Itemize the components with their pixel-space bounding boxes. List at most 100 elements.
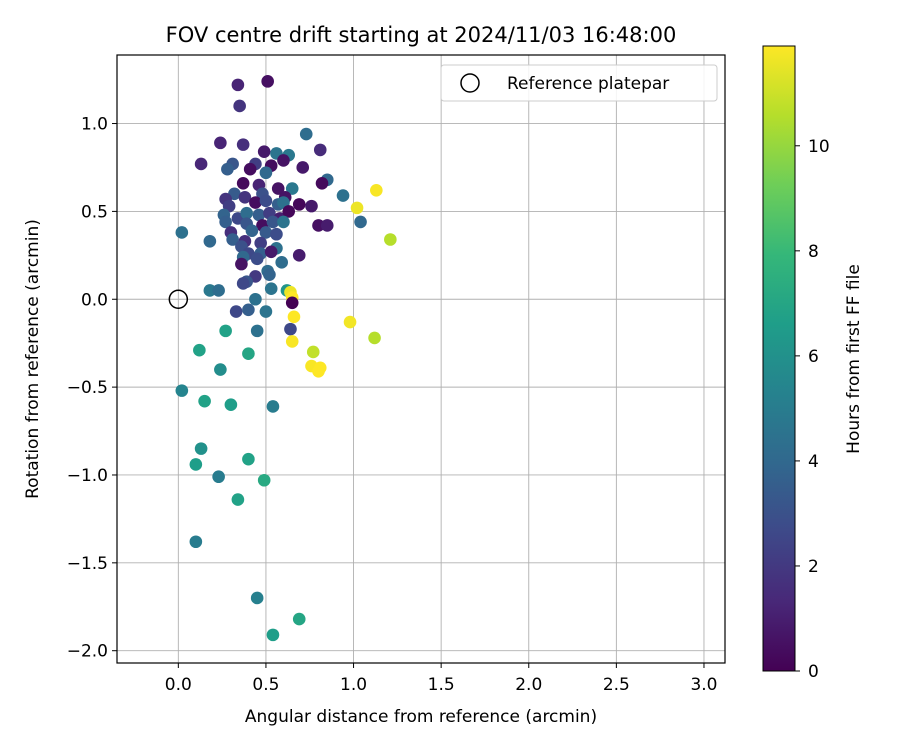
data-point-84 — [212, 284, 225, 297]
data-point-117 — [292, 612, 306, 626]
gridlines — [117, 55, 725, 663]
data-point-105 — [175, 384, 189, 397]
x-axis-ticks: 0.0 0.5 1.0 1.5 2.0 2.5 3.0 — [165, 663, 717, 695]
data-point-34 — [259, 194, 273, 208]
data-point-59 — [270, 227, 283, 241]
data-point-97 — [242, 347, 255, 361]
data-point-115 — [189, 535, 203, 549]
data-point-33 — [249, 196, 262, 209]
colorbar-tick-label-2: 4 — [808, 452, 819, 472]
data-point-42 — [240, 206, 253, 220]
colorbar: 0 2 4 6 8 10 Hours from first FF file — [762, 45, 864, 682]
data-point-79 — [236, 277, 250, 290]
data-point-107 — [224, 398, 238, 411]
reference-platepar-marker — [168, 289, 189, 310]
y-tick-label-2: 0.0 — [81, 290, 108, 310]
data-point-53 — [320, 219, 334, 232]
data-point-93 — [250, 324, 264, 338]
y-tick-label-5: −1.5 — [67, 554, 108, 574]
data-point-16 — [221, 162, 234, 176]
data-point-24 — [285, 182, 299, 195]
data-point-86 — [249, 292, 262, 306]
colorbar-tick-label-4: 8 — [808, 242, 819, 262]
y-tick-label-0: 1.0 — [81, 115, 108, 135]
data-point-30 — [370, 184, 383, 197]
data-point-37 — [292, 198, 306, 211]
legend: Reference platepar — [440, 64, 718, 102]
data-point-89 — [242, 303, 255, 317]
data-point-23 — [271, 182, 285, 195]
data-point-110 — [242, 452, 255, 466]
data-point-76 — [263, 268, 276, 281]
data-point-21 — [236, 176, 250, 190]
data-point-95 — [285, 335, 299, 348]
data-point-17 — [243, 162, 257, 176]
colorbar-tick-label-1: 2 — [808, 557, 819, 577]
data-point-112 — [212, 470, 225, 484]
chart-title: FOV centre drift starting at 2024/11/03 … — [166, 23, 677, 47]
data-point-92 — [219, 324, 232, 338]
data-point-29 — [336, 189, 350, 202]
data-point-18 — [259, 166, 273, 180]
plot-frame — [116, 54, 726, 664]
data-point-55 — [175, 226, 189, 239]
data-point-104 — [214, 363, 227, 376]
data-point-26 — [238, 191, 252, 204]
data-point-90 — [259, 305, 273, 318]
colorbar-tick-label-5: 10 — [808, 137, 830, 157]
data-point-43 — [252, 208, 266, 222]
data-point-70 — [292, 249, 306, 262]
data-points — [175, 75, 397, 642]
data-point-87 — [285, 296, 299, 310]
data-point-64 — [254, 236, 267, 250]
data-point-108 — [266, 400, 280, 413]
data-point-0 — [231, 78, 245, 92]
y-axis-ticks: 1.0 0.5 0.0 −0.5 −1.0 −1.5 −2.0 — [67, 115, 117, 662]
data-point-1 — [261, 75, 274, 88]
data-point-52 — [312, 219, 325, 232]
data-point-116 — [250, 591, 264, 605]
data-point-50 — [266, 215, 280, 229]
colorbar-gradient — [762, 45, 796, 672]
data-point-106 — [198, 394, 211, 408]
data-point-109 — [194, 442, 208, 455]
data-point-4 — [313, 143, 327, 157]
legend-open-circle-icon — [460, 73, 480, 93]
y-tick-label-6: −2.0 — [67, 642, 108, 662]
data-point-111 — [189, 458, 203, 471]
data-point-38 — [305, 199, 318, 213]
y-tick-label-1: 0.5 — [81, 202, 108, 222]
data-point-47 — [219, 215, 232, 229]
data-point-88 — [229, 305, 243, 318]
x-tick-label-6: 3.0 — [690, 675, 717, 695]
legend-label: Reference platepar — [507, 74, 669, 94]
data-point-61 — [203, 234, 217, 248]
data-point-54 — [354, 215, 367, 229]
data-point-5 — [214, 136, 227, 150]
data-point-72 — [250, 252, 264, 266]
x-tick-label-5: 2.5 — [603, 675, 630, 695]
x-tick-label-2: 1.0 — [340, 675, 367, 695]
y-axis-label: Rotation from reference (arcmin) — [23, 219, 43, 499]
x-tick-label-3: 1.5 — [428, 675, 455, 695]
x-tick-label-1: 0.5 — [252, 675, 279, 695]
data-point-69 — [264, 245, 278, 259]
data-point-6 — [236, 138, 250, 151]
data-point-10 — [194, 157, 208, 171]
data-point-91 — [287, 310, 301, 324]
data-point-3 — [299, 127, 313, 141]
data-point-51 — [277, 215, 290, 229]
x-tick-label-0: 0.0 — [165, 675, 192, 695]
data-point-94 — [284, 322, 297, 336]
data-point-57 — [245, 224, 259, 238]
x-tick-label-4: 2.0 — [515, 675, 542, 695]
data-point-20 — [315, 176, 329, 190]
data-point-98 — [306, 345, 320, 359]
data-point-60 — [384, 233, 397, 246]
colorbar-ticks: 0 2 4 6 8 10 — [795, 137, 830, 682]
y-tick-label-4: −1.0 — [67, 466, 108, 486]
data-point-62 — [226, 233, 239, 246]
y-tick-label-3: −0.5 — [67, 378, 108, 398]
colorbar-tick-label-3: 6 — [808, 347, 819, 367]
